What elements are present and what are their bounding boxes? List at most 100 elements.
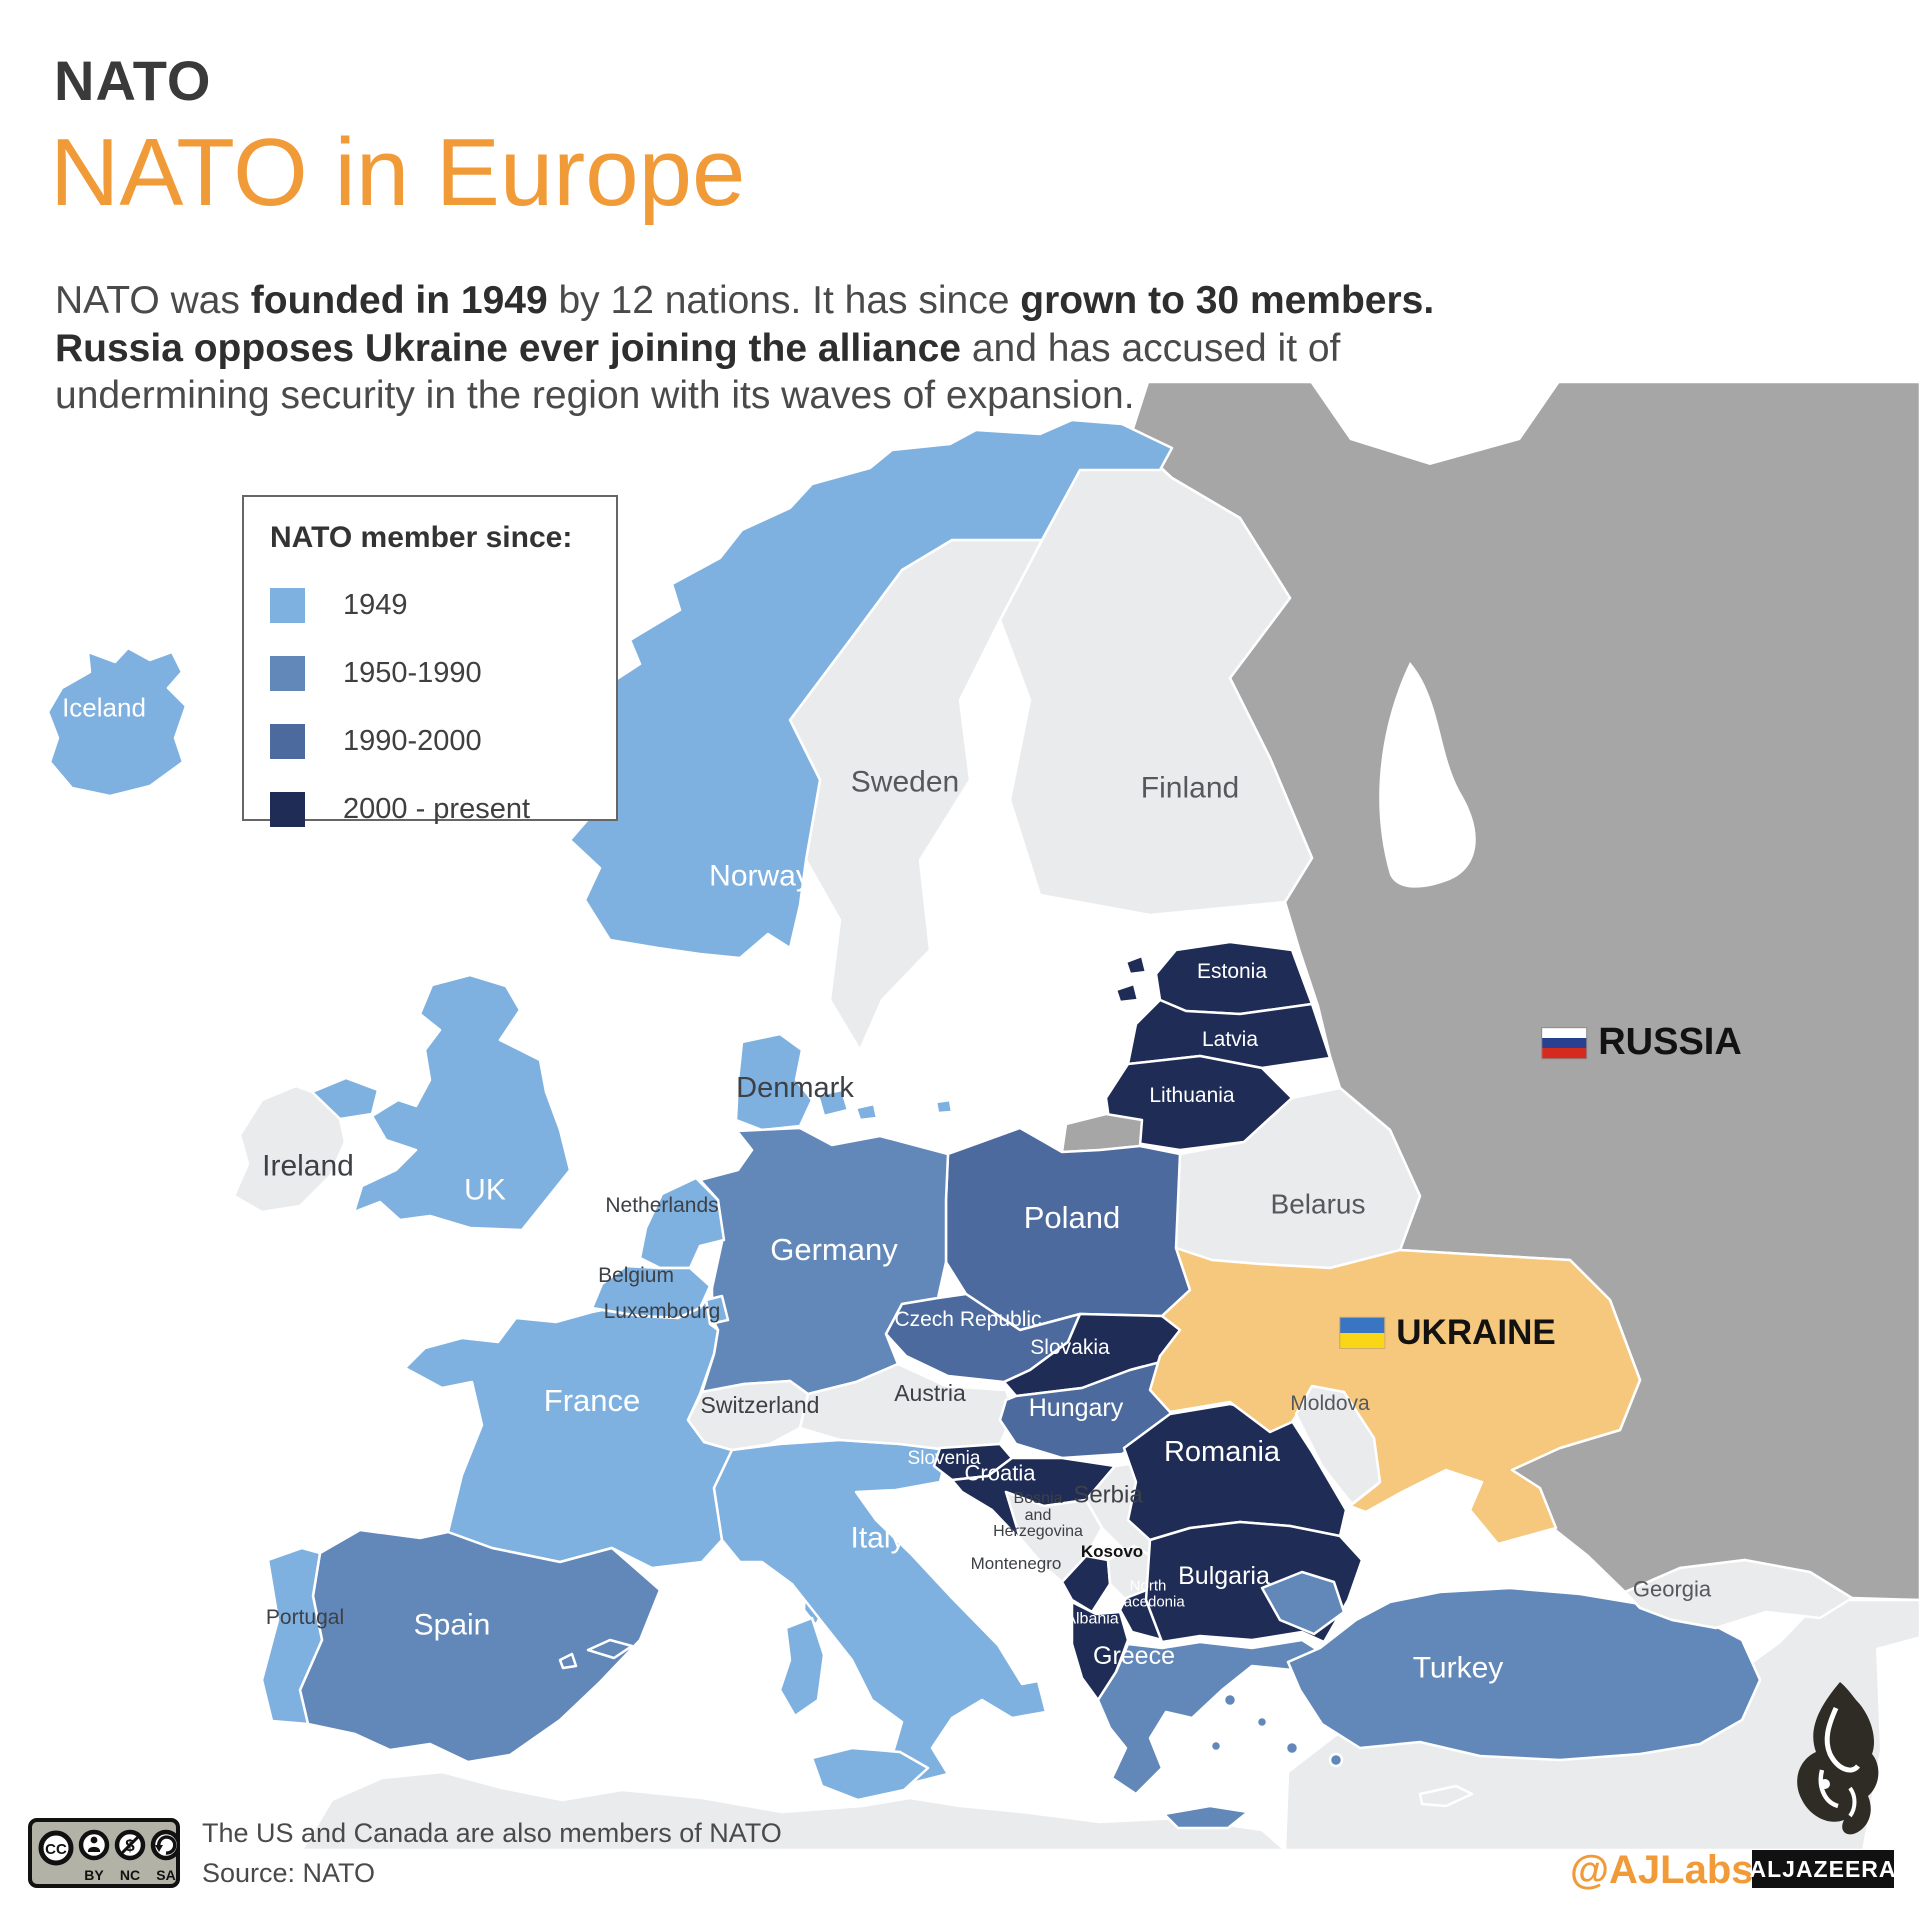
sa-arrow-icon xyxy=(155,1835,177,1855)
map-label-text: Serbia xyxy=(1073,1481,1143,1509)
map-label-romania: Romania xyxy=(1164,1437,1280,1467)
map-label-iceland: Iceland xyxy=(62,694,146,721)
legend-label: 1990-2000 xyxy=(343,725,482,757)
description-segment: founded in 1949 xyxy=(250,279,548,322)
legend-swatch xyxy=(270,724,305,759)
map-label-text: Finland xyxy=(1140,771,1240,805)
map-label-netherlands: Netherlands xyxy=(605,1195,718,1217)
map-label-text: Sweden xyxy=(850,765,960,799)
map-label-text: Switzerland xyxy=(700,1392,820,1419)
map-label-lithuania: Lithuania xyxy=(1149,1085,1234,1107)
map-label-france: France xyxy=(544,1384,640,1417)
map-label-text: Georgia xyxy=(1632,1576,1712,1602)
page-description: NATO was founded in 1949 by 12 nations. … xyxy=(55,277,1555,420)
legend-label: 1950-1990 xyxy=(343,657,482,689)
map-label-text: Denmark xyxy=(736,1071,854,1104)
map-label-text: Italy xyxy=(850,1521,906,1555)
country-moldova xyxy=(1294,1384,1382,1506)
map-label-switzerland: Switzerland xyxy=(700,1392,820,1419)
country-cyprus xyxy=(1418,1784,1474,1808)
map-label-text: Netherlands xyxy=(605,1194,719,1218)
map-label-latvia: Latvia xyxy=(1202,1029,1258,1051)
legend-swatch xyxy=(270,792,305,827)
aljazeera-wordmark: ALJAZEERA xyxy=(1750,1850,1896,1888)
map-label-bulgaria: Bulgaria xyxy=(1178,1563,1270,1589)
nc-dollar-icon: $ xyxy=(119,1834,141,1856)
barents-sea xyxy=(1310,382,1560,465)
map-label-text: Poland xyxy=(1023,1199,1121,1235)
country-bornholm xyxy=(934,1098,954,1115)
map-label-text: Germany xyxy=(770,1231,898,1267)
map-label-text: Ireland xyxy=(262,1149,354,1183)
map-label-uk: UK xyxy=(464,1174,506,1205)
ajlabs-credit: @AJLabs xyxy=(1570,1848,1754,1892)
country-france xyxy=(403,1298,734,1570)
footer-note: The US and Canada are also members of NA… xyxy=(202,1818,782,1848)
map-label-text: Belarus xyxy=(1270,1188,1366,1220)
legend-item-1990-2000: 1990-2000 xyxy=(270,724,616,759)
country-greece xyxy=(1096,1638,1326,1796)
map-label-kosovo: Kosovo xyxy=(1081,1543,1143,1561)
map-label-text: Turkey xyxy=(1412,1651,1504,1685)
map-label-text: Slovakia xyxy=(1030,1336,1110,1360)
country-switzerland xyxy=(686,1379,810,1452)
legend-swatch xyxy=(270,588,305,623)
cc-license-badge: CC $ BY NC SA xyxy=(28,1818,180,1888)
map-label-text: UK xyxy=(464,1173,506,1207)
country-denmark-island xyxy=(816,1088,850,1118)
description-segment: grown to 30 members. xyxy=(1020,279,1435,322)
map-label-ireland: Ireland xyxy=(262,1150,354,1181)
map-label-portugal: Portugal xyxy=(266,1607,344,1629)
map-label-text: Kosovo xyxy=(1080,1542,1144,1562)
footer-source: Source: NATO xyxy=(202,1858,376,1888)
map-label-text: Belgium xyxy=(598,1264,674,1288)
map-label-croatia: Croatia xyxy=(965,1462,1036,1486)
country-sardinia xyxy=(778,1616,826,1718)
map-label-slovenia: Slovenia xyxy=(908,1449,981,1469)
country-uk xyxy=(352,973,572,1232)
map-label-text: North Macedonia xyxy=(1111,1577,1185,1610)
map-label-germany: Germany xyxy=(770,1231,898,1267)
map-label-text: Iceland xyxy=(62,692,146,723)
russia-flag-icon xyxy=(1542,1027,1587,1058)
country-turkey-thrace xyxy=(1260,1570,1346,1636)
map-label-moldova: Moldova xyxy=(1290,1393,1369,1415)
map-label-ukraine: UKRAINE xyxy=(1340,1312,1556,1352)
white-sea xyxy=(1379,662,1476,888)
country-aegean-island xyxy=(1255,1715,1269,1729)
map-label-text: Hungary xyxy=(1028,1394,1124,1422)
map-label-text: Slovenia xyxy=(907,1448,981,1470)
map-label-hungary: Hungary xyxy=(1029,1395,1124,1421)
map-label-austria: Austria xyxy=(894,1381,966,1406)
map-label-poland: Poland xyxy=(1023,1199,1121,1235)
country-sicily xyxy=(810,1746,930,1802)
by-person-icon xyxy=(88,1836,100,1852)
map-label-text: Estonia xyxy=(1196,960,1268,984)
map-label-text: Czech Republic xyxy=(894,1308,1042,1332)
map-label-text: Luxembourg xyxy=(603,1300,721,1324)
page-title: NATO in Europe xyxy=(50,119,746,226)
cc-nc-label: NC xyxy=(120,1867,140,1883)
country-balearic-island xyxy=(586,1638,634,1660)
country-turkey xyxy=(1286,1586,1762,1762)
ukraine-flag-icon xyxy=(1340,1317,1385,1348)
country-balearic-island xyxy=(558,1652,578,1670)
map-label-denmark: Denmark xyxy=(736,1073,854,1103)
description-segment: Russia opposes Ukraine ever joining the … xyxy=(55,326,961,370)
country-denmark-island xyxy=(854,1102,879,1122)
map-label-bosnia: Bosnia and Herzegovina xyxy=(993,1490,1083,1541)
map-label-text: Portugal xyxy=(265,1606,345,1630)
legend-label: 1949 xyxy=(343,589,408,621)
cc-icon: CC xyxy=(45,1841,67,1858)
map-label-text: UKRAINE xyxy=(1396,1312,1556,1352)
country-aegean-island xyxy=(1222,1692,1238,1708)
map-label-greece: Greece xyxy=(1093,1643,1175,1669)
caspian-sea xyxy=(1862,1636,1920,1850)
map-legend: NATO member since: 1949 1950-1990 1990-200… xyxy=(242,495,618,827)
map-label-text: Albania xyxy=(1065,1610,1119,1628)
description-segment: and has accused it of undermining securi… xyxy=(55,326,1341,418)
map-label-text: Montenegro xyxy=(970,1554,1062,1574)
country-portugal xyxy=(260,1546,324,1726)
map-label-czech: Czech Republic xyxy=(894,1309,1041,1331)
map-label-text: Bulgaria xyxy=(1178,1562,1270,1590)
